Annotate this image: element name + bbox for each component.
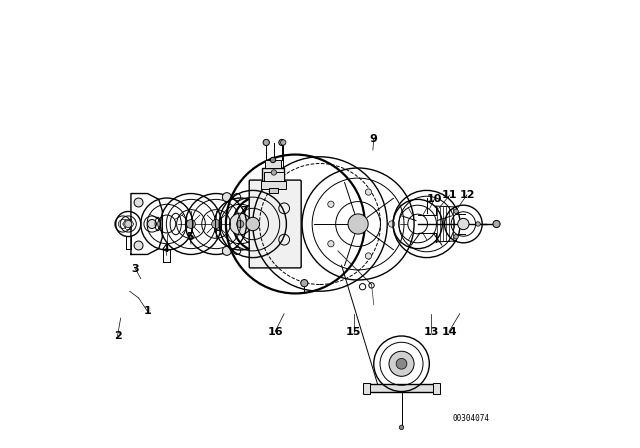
Text: 9: 9 <box>370 134 378 144</box>
Circle shape <box>279 139 285 146</box>
Circle shape <box>328 241 334 247</box>
Circle shape <box>222 193 231 202</box>
Bar <box>269 188 278 193</box>
Circle shape <box>365 253 372 259</box>
Text: 7: 7 <box>240 206 248 215</box>
Circle shape <box>134 198 143 207</box>
Text: 13: 13 <box>424 327 439 336</box>
Bar <box>264 172 284 181</box>
Circle shape <box>212 220 221 228</box>
Circle shape <box>454 209 458 214</box>
Bar <box>261 181 287 189</box>
Circle shape <box>389 351 414 376</box>
Circle shape <box>222 246 231 255</box>
Circle shape <box>348 214 368 234</box>
Circle shape <box>186 220 195 228</box>
Text: 00304074: 00304074 <box>453 414 490 423</box>
Text: 5: 5 <box>186 233 194 242</box>
Text: 14: 14 <box>441 327 457 336</box>
Bar <box>433 383 440 394</box>
Circle shape <box>458 218 469 230</box>
Bar <box>266 160 280 168</box>
Circle shape <box>388 221 395 227</box>
Circle shape <box>148 220 157 228</box>
Text: 1: 1 <box>143 306 152 316</box>
Text: 12: 12 <box>459 190 475 200</box>
Circle shape <box>246 217 260 231</box>
Bar <box>363 383 370 394</box>
Circle shape <box>396 358 407 369</box>
Circle shape <box>134 241 143 250</box>
Text: 4: 4 <box>161 244 170 254</box>
Text: 6: 6 <box>213 224 221 233</box>
Circle shape <box>230 213 251 235</box>
Circle shape <box>476 222 480 226</box>
Circle shape <box>237 220 244 228</box>
Circle shape <box>454 234 458 239</box>
Circle shape <box>301 280 308 287</box>
Text: 2: 2 <box>114 331 122 341</box>
Text: 11: 11 <box>442 190 458 200</box>
Text: 8: 8 <box>257 188 265 198</box>
Circle shape <box>365 189 372 195</box>
Text: 16: 16 <box>268 327 283 336</box>
FancyBboxPatch shape <box>249 180 301 268</box>
Text: 10: 10 <box>426 194 442 204</box>
Circle shape <box>255 219 266 229</box>
Bar <box>262 168 284 181</box>
Circle shape <box>270 157 276 163</box>
Circle shape <box>280 140 286 145</box>
Circle shape <box>125 220 132 228</box>
Bar <box>369 384 434 392</box>
Circle shape <box>399 425 404 430</box>
Circle shape <box>493 220 500 228</box>
Circle shape <box>263 139 269 146</box>
Circle shape <box>271 170 276 175</box>
Text: 3: 3 <box>132 264 140 274</box>
Text: 15: 15 <box>346 327 362 336</box>
Circle shape <box>328 201 334 207</box>
